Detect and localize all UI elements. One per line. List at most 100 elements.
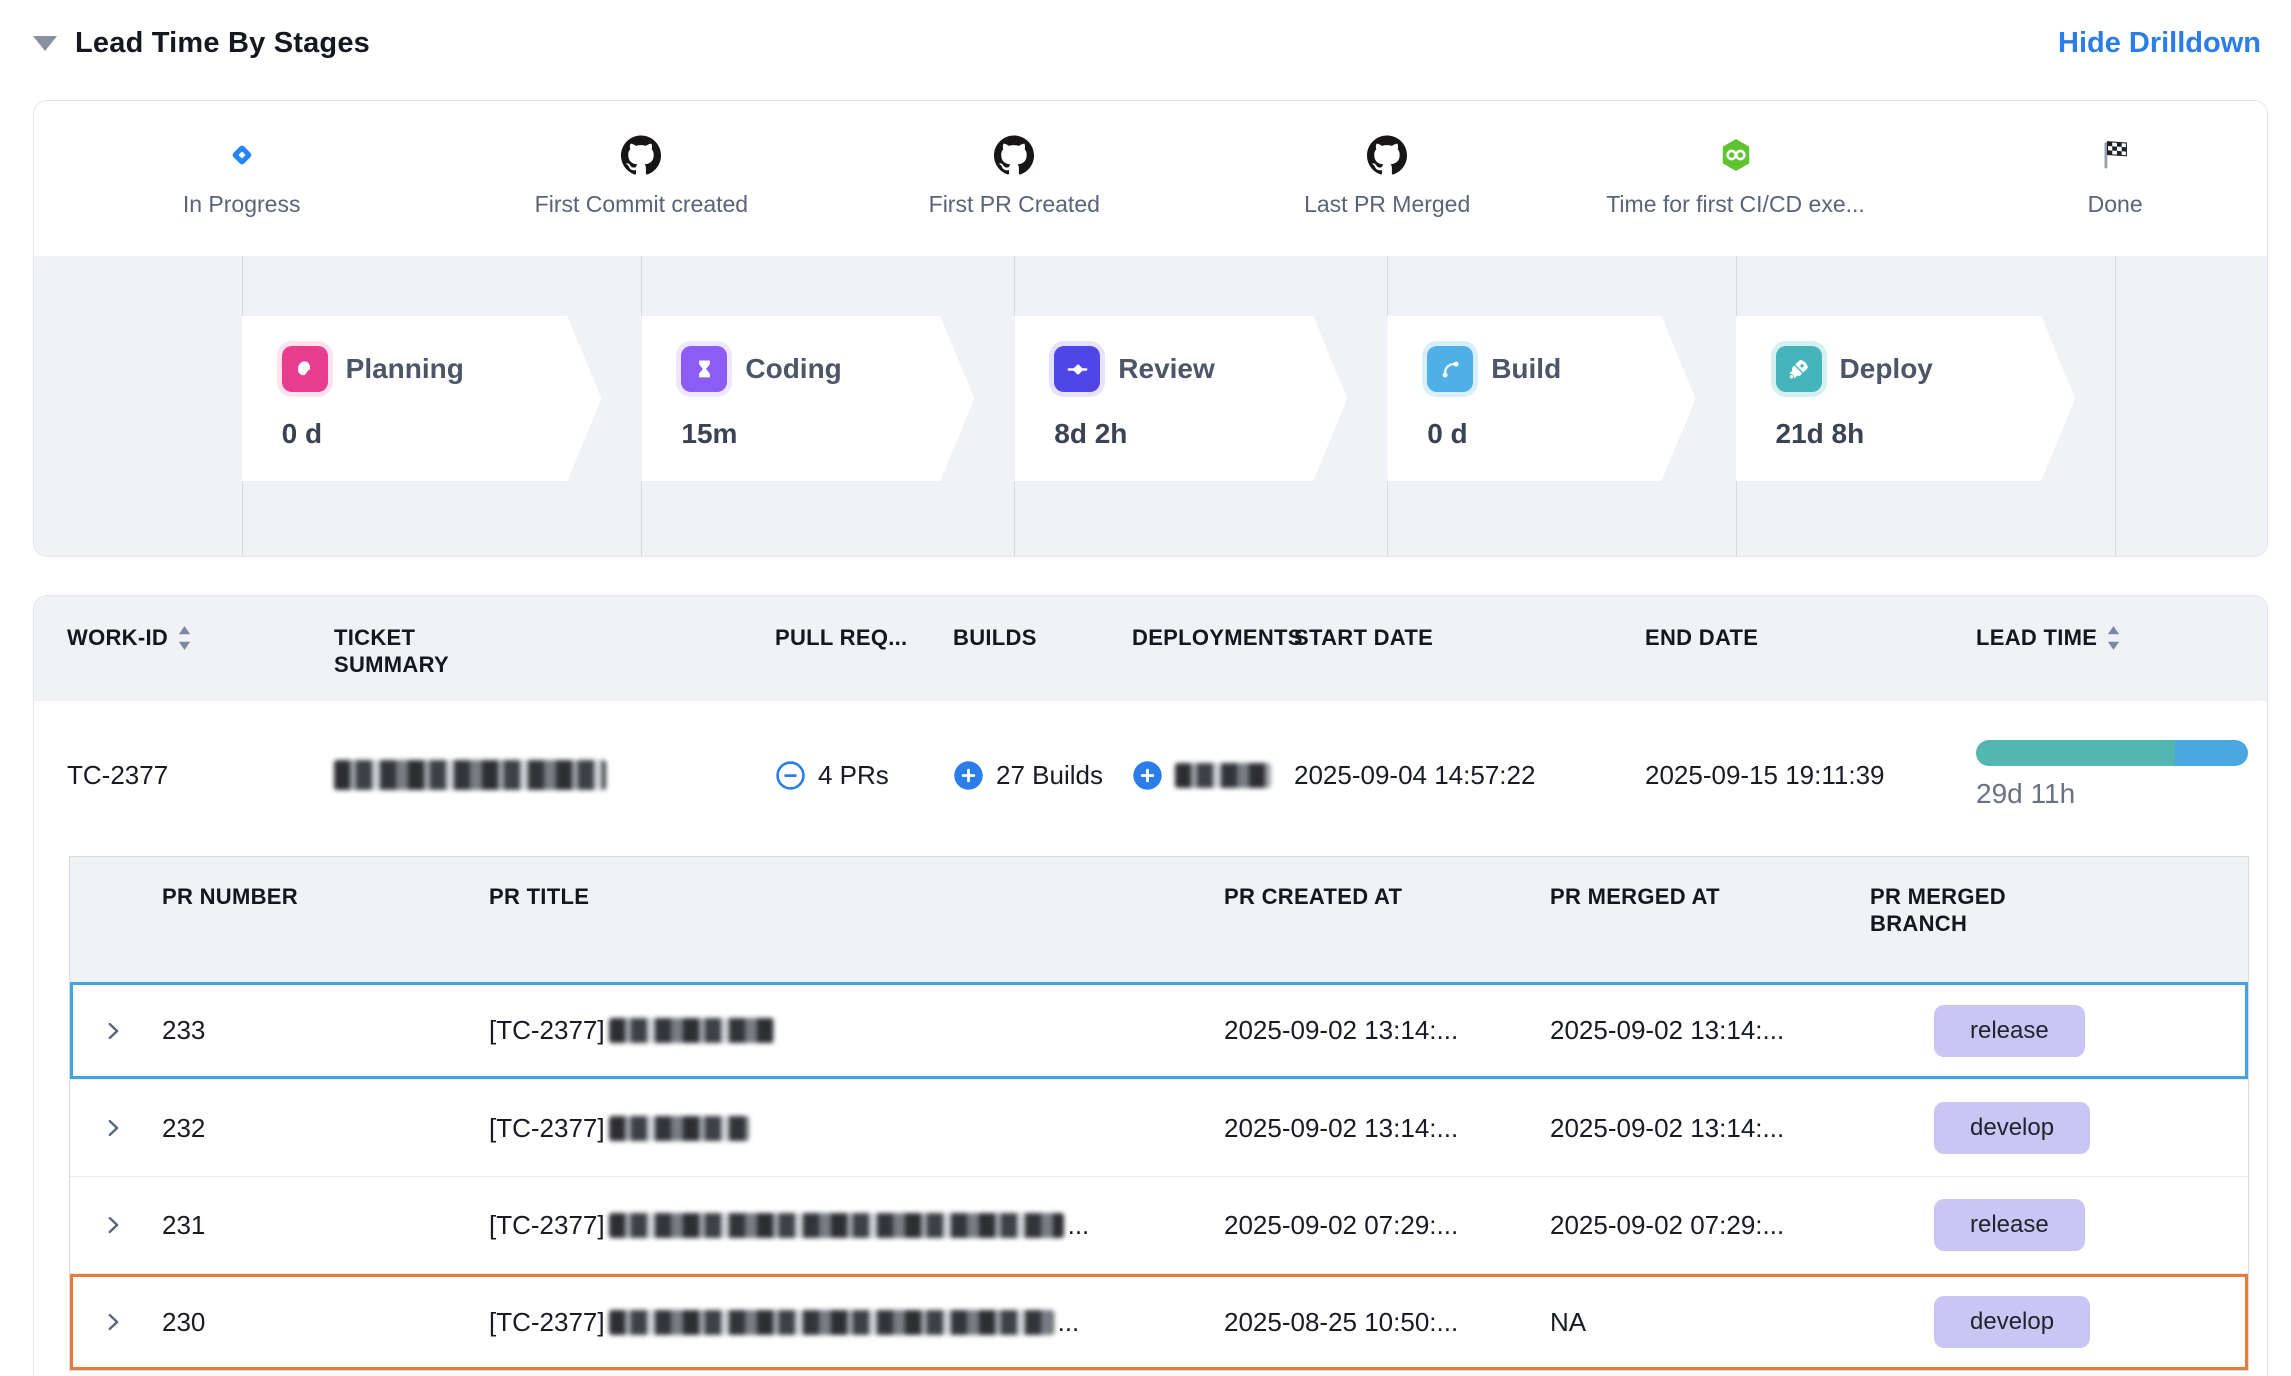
pr-title: [TC-2377] bbox=[489, 1113, 1224, 1144]
stage-block-coding: Coding 15m bbox=[641, 316, 974, 481]
builds-cell: 27 Builds bbox=[953, 760, 1132, 791]
pr-row-230[interactable]: 230 [TC-2377] ... 2025-08-25 10:50:... NA de… bbox=[70, 1273, 2248, 1370]
col-pr-created-at: PR CREATED AT bbox=[1224, 884, 1403, 909]
milestone-label: Last PR Merged bbox=[1304, 191, 1471, 217]
sort-icon[interactable] bbox=[178, 625, 191, 650]
work-table-header: WORK-ID TICKET SUMMARY PULL REQ... BUILD… bbox=[34, 596, 2267, 701]
redacted-ticket-summary bbox=[334, 760, 606, 790]
review-stage-icon bbox=[1054, 346, 1100, 392]
builds-count-label: 27 Builds bbox=[996, 759, 1103, 790]
pr-title: [TC-2377] bbox=[489, 1015, 1224, 1046]
sort-icon[interactable] bbox=[2107, 625, 2120, 650]
lead-time-bar bbox=[1976, 740, 2248, 766]
branch-badge: develop bbox=[1934, 1296, 2091, 1348]
pr-table-header: PR NUMBER PR TITLE PR CREATED AT PR MERG… bbox=[70, 857, 2248, 982]
stage-block-deploy: Deploy 21d 8h bbox=[1736, 316, 2076, 481]
branch-badge: release bbox=[1934, 1004, 2085, 1057]
redacted-pr-title bbox=[608, 1115, 749, 1141]
collapse-minus-icon[interactable] bbox=[775, 760, 806, 791]
pr-created-at: 2025-09-02 13:14:... bbox=[1224, 1112, 1459, 1143]
col-pr-merged-branch: PR MERGED BRANCH bbox=[1870, 884, 2006, 936]
deployments-cell bbox=[1132, 760, 1294, 791]
build-stage-icon bbox=[1427, 346, 1473, 392]
stage-name: Coding bbox=[745, 353, 842, 384]
chevron-right-icon[interactable] bbox=[102, 1311, 124, 1333]
pr-row-231[interactable]: 231 [TC-2377] ... 2025-09-02 07:29:... 2025… bbox=[70, 1176, 2248, 1273]
work-item-row: TC-2377 4 PRs 27 Builds 2025-09-04 14:57… bbox=[34, 701, 2267, 849]
chevron-right-icon[interactable] bbox=[102, 1214, 124, 1236]
milestone-4: Last PR Merged bbox=[1207, 133, 1567, 218]
section-header: Lead Time By Stages Hide Drilldown bbox=[33, 16, 2261, 70]
lead-bar-teal-segment bbox=[1976, 740, 2175, 766]
pr-merged-at: NA bbox=[1550, 1306, 1587, 1337]
col-builds: BUILDS bbox=[953, 625, 1037, 650]
milestone-1: In Progress bbox=[62, 133, 422, 218]
end-date-cell: 2025-09-15 19:11:39 bbox=[1645, 759, 1885, 790]
finish-flag-icon bbox=[2097, 133, 2133, 177]
chevron-right-icon[interactable] bbox=[102, 1117, 124, 1139]
stage-name: Deploy bbox=[1839, 353, 1933, 384]
page-title: Lead Time By Stages bbox=[75, 26, 370, 59]
stage-duration: 8d 2h bbox=[1054, 418, 1128, 449]
jira-icon bbox=[224, 133, 260, 177]
stage-block-planning: Planning 0 d bbox=[242, 316, 602, 481]
pr-row-232[interactable]: 232 [TC-2377] 2025-09-02 13:14:... 2025-09… bbox=[70, 1079, 2248, 1176]
github-icon bbox=[621, 133, 662, 177]
planning-stage-icon bbox=[282, 346, 328, 392]
col-deployments: DEPLOYMENTS bbox=[1132, 625, 1303, 650]
deploy-stage-icon bbox=[1776, 346, 1822, 392]
work-items-panel: WORK-ID TICKET SUMMARY PULL REQ... BUILD… bbox=[33, 595, 2268, 1376]
pr-title: [TC-2377] ... bbox=[489, 1209, 1090, 1240]
expand-plus-icon[interactable] bbox=[953, 760, 984, 791]
coding-stage-icon bbox=[681, 346, 727, 392]
col-lead-time[interactable]: LEAD TIME bbox=[1976, 624, 2267, 651]
pr-created-at: 2025-08-25 10:50:... bbox=[1224, 1306, 1459, 1337]
hide-drilldown-link[interactable]: Hide Drilldown bbox=[2058, 26, 2261, 59]
milestone-3: First PR Created bbox=[834, 133, 1194, 218]
pr-row-233[interactable]: 233 [TC-2377] 2025-09-02 13:14:... 2025-09-… bbox=[70, 982, 2248, 1079]
milestone-label: In Progress bbox=[182, 191, 301, 217]
start-date-cell: 2025-09-04 14:57:22 bbox=[1294, 759, 1536, 790]
redacted-deployments bbox=[1175, 762, 1271, 788]
redacted-pr-title bbox=[608, 1309, 1054, 1335]
col-pr-number: PR NUMBER bbox=[162, 884, 298, 909]
pr-merged-at: 2025-09-02 07:29:... bbox=[1550, 1209, 1785, 1240]
pull-requests-cell: 4 PRs bbox=[775, 760, 953, 791]
milestone-label: Time for first CI/CD exe... bbox=[1606, 191, 1865, 217]
stage-duration: 0 d bbox=[281, 418, 323, 449]
stage-block-build: Build 0 d bbox=[1387, 316, 1695, 481]
col-work-id[interactable]: WORK-ID bbox=[67, 624, 334, 651]
lead-time-cell: 29d 11h bbox=[1976, 740, 2267, 810]
milestone-5: Time for first CI/CD exe... bbox=[1556, 133, 1916, 218]
milestone-label: First PR Created bbox=[928, 191, 1100, 217]
lead-time-value: 29d 11h bbox=[1976, 778, 2076, 809]
redacted-pr-title bbox=[608, 1212, 1064, 1238]
stage-name: Review bbox=[1118, 353, 1215, 384]
lead-bar-blue-segment bbox=[2174, 740, 2248, 766]
cicd-icon bbox=[1718, 133, 1754, 177]
pr-number: 230 bbox=[162, 1306, 206, 1337]
milestone-6: Done bbox=[1935, 133, 2267, 218]
col-pull-requests: PULL REQ... bbox=[775, 625, 908, 650]
expand-plus-icon[interactable] bbox=[1132, 760, 1163, 791]
chevron-right-icon[interactable] bbox=[102, 1020, 124, 1042]
pr-merged-at: 2025-09-02 13:14:... bbox=[1550, 1112, 1785, 1143]
stage-duration: 15m bbox=[681, 418, 738, 449]
redacted-pr-title bbox=[608, 1018, 774, 1043]
pr-title: [TC-2377] ... bbox=[489, 1306, 1080, 1337]
branch-badge: release bbox=[1934, 1199, 2085, 1251]
collapse-triangle-icon[interactable] bbox=[33, 35, 57, 51]
stage-block-review: Review 8d 2h bbox=[1014, 316, 1347, 481]
ticket-summary-cell bbox=[334, 760, 775, 790]
stage-name: Build bbox=[1491, 353, 1562, 384]
col-pr-title: PR TITLE bbox=[489, 884, 590, 909]
stage-divider-line bbox=[2115, 256, 2117, 556]
lead-time-stage-panel: In Progress First Commit created First PR … bbox=[33, 100, 2268, 557]
branch-badge: develop bbox=[1934, 1102, 2091, 1154]
pr-count-label: 4 PRs bbox=[818, 759, 889, 790]
pr-drilldown-table: PR NUMBER PR TITLE PR CREATED AT PR MERG… bbox=[69, 856, 2249, 1371]
stage-name: Planning bbox=[345, 353, 464, 384]
pr-number: 232 bbox=[162, 1112, 206, 1143]
pr-created-at: 2025-09-02 07:29:... bbox=[1224, 1209, 1459, 1240]
